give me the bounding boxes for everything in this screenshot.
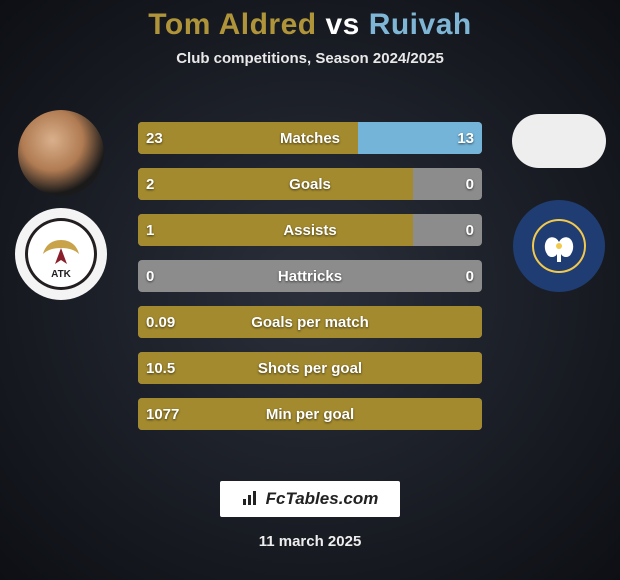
- stat-value-right: 13: [457, 122, 474, 154]
- footer: FcTables.com 11 march 2025: [0, 481, 620, 550]
- stat-row: 1Assists0: [138, 214, 482, 246]
- comparison-chart: 23Matches132Goals01Assists00Hattricks00.…: [138, 122, 482, 444]
- kerala-blasters-badge-icon: [527, 214, 591, 278]
- right-column: [504, 110, 614, 292]
- stat-row: 23Matches13: [138, 122, 482, 154]
- player2-club-badge: [513, 200, 605, 292]
- stat-row: 1077Min per goal: [138, 398, 482, 430]
- stat-label: Shots per goal: [138, 352, 482, 384]
- stat-label: Goals: [138, 168, 482, 200]
- player2-name: Ruivah: [369, 8, 472, 41]
- player1-face-icon: [18, 110, 104, 196]
- stat-row: 10.5Shots per goal: [138, 352, 482, 384]
- page-title: Tom Aldred vs Ruivah: [0, 8, 620, 42]
- date-text: 11 march 2025: [0, 533, 620, 550]
- player1-club-badge: ATK: [15, 208, 107, 300]
- atk-badge-icon: ATK: [25, 218, 97, 290]
- stat-value-right: 0: [466, 168, 474, 200]
- header: Tom Aldred vs Ruivah Club competitions, …: [0, 0, 620, 67]
- left-column: ATK: [6, 110, 116, 300]
- atk-wing-icon: [37, 234, 85, 274]
- brand-text: FcTables.com: [266, 489, 379, 508]
- stat-value-right: 0: [466, 214, 474, 246]
- elephant-icon: [531, 218, 587, 274]
- stat-row: 0.09Goals per match: [138, 306, 482, 338]
- player2-photo-placeholder: [512, 114, 606, 168]
- stat-label: Goals per match: [138, 306, 482, 338]
- player1-photo: [18, 110, 104, 196]
- stat-label: Assists: [138, 214, 482, 246]
- bar-chart-icon: [242, 490, 260, 506]
- stat-label: Hattricks: [138, 260, 482, 292]
- brand-badge: FcTables.com: [220, 481, 401, 517]
- vs-text: vs: [325, 8, 359, 41]
- atk-badge-text: ATK: [51, 269, 71, 280]
- stat-row: 0Hattricks0: [138, 260, 482, 292]
- stat-label: Min per goal: [138, 398, 482, 430]
- subtitle: Club competitions, Season 2024/2025: [0, 50, 620, 67]
- stat-row: 2Goals0: [138, 168, 482, 200]
- stat-value-right: 0: [466, 260, 474, 292]
- player1-name: Tom Aldred: [148, 8, 316, 41]
- stat-label: Matches: [138, 122, 482, 154]
